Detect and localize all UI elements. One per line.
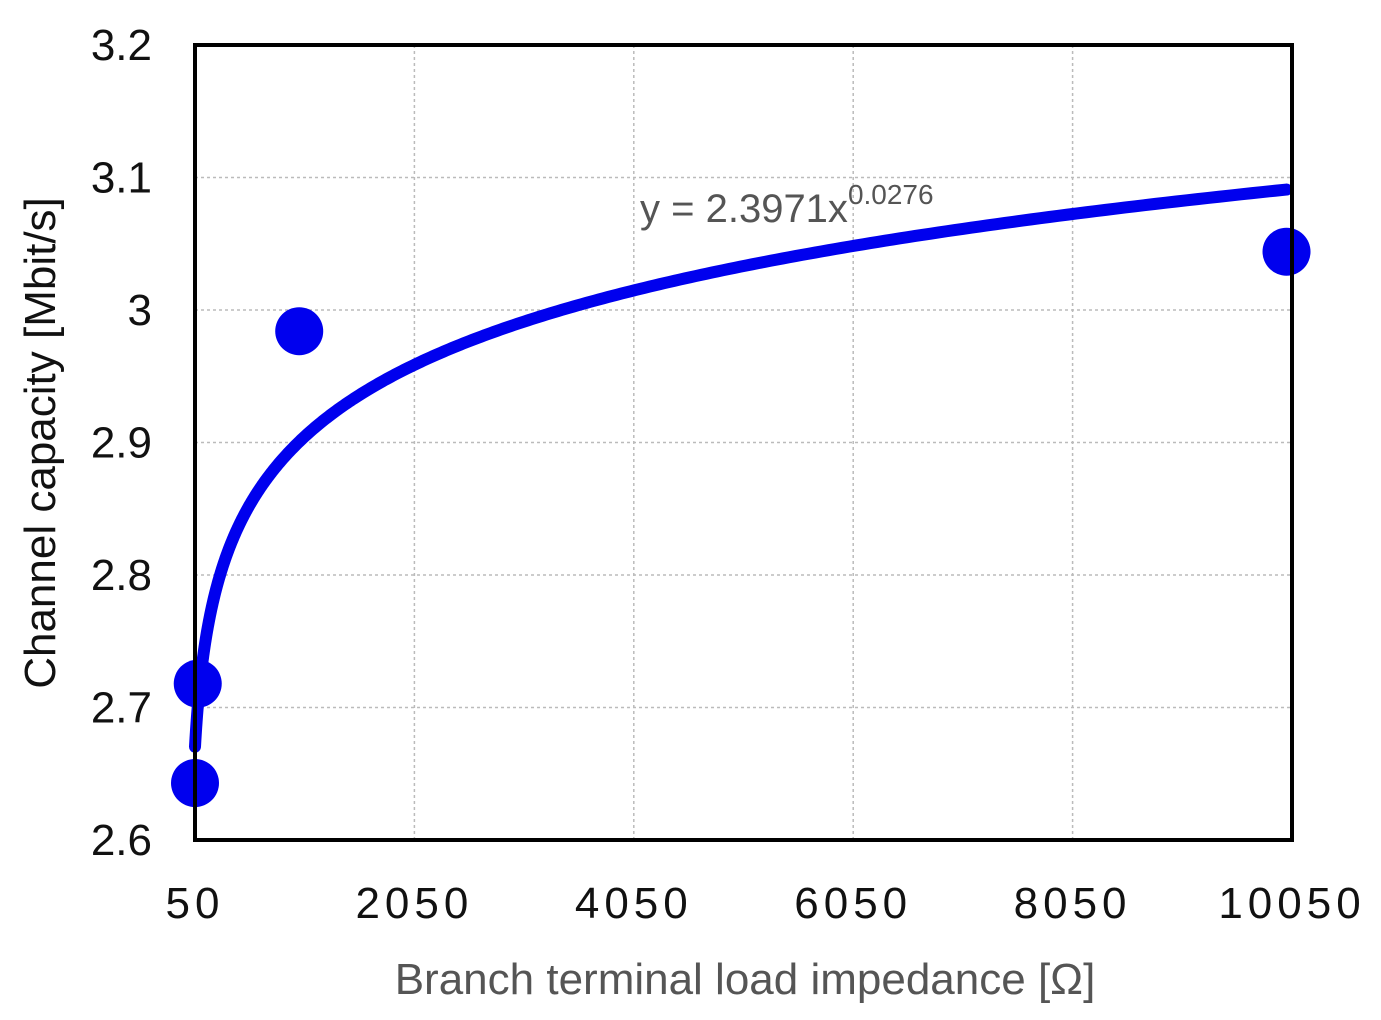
equation-exponent: 0.0276 xyxy=(848,179,934,210)
y-tick-label: 3.1 xyxy=(91,154,152,203)
data-point xyxy=(173,659,222,708)
y-tick-label: 2.6 xyxy=(91,816,152,865)
y-tick-label: 3 xyxy=(128,286,152,335)
data-point xyxy=(275,307,324,356)
y-tick-label: 2.9 xyxy=(91,419,152,468)
plot-area-frame xyxy=(193,43,1294,842)
x-tick-label: 8050 xyxy=(1014,879,1132,928)
x-tick-label: 2050 xyxy=(355,879,473,928)
y-tick-label: 3.2 xyxy=(91,21,152,70)
grid-lines xyxy=(195,45,1292,840)
x-axis-title: Branch terminal load impedance [Ω] xyxy=(395,955,1096,1004)
data-point xyxy=(1262,227,1311,276)
x-tick-label: 50 xyxy=(166,879,225,928)
y-tick-label: 2.8 xyxy=(91,551,152,600)
y-axis-title: Channel capacity [Mbit/s] xyxy=(16,197,65,689)
x-tick-label: 10050 xyxy=(1218,879,1365,928)
trendline xyxy=(189,183,1293,753)
x-tick-label: 6050 xyxy=(794,879,912,928)
equation-base: y = 2.3971x xyxy=(640,187,848,231)
x-tick-label: 4050 xyxy=(575,879,693,928)
trendline-equation: y = 2.3971x0.0276 xyxy=(640,179,934,231)
y-axis-ticks: 2.6 2.7 2.8 2.9 3 3.1 3.2 xyxy=(91,21,152,865)
data-points xyxy=(171,227,1311,808)
y-tick-label: 2.7 xyxy=(91,684,152,733)
x-axis-ticks: 50 2050 4050 6050 8050 10050 xyxy=(166,879,1365,928)
